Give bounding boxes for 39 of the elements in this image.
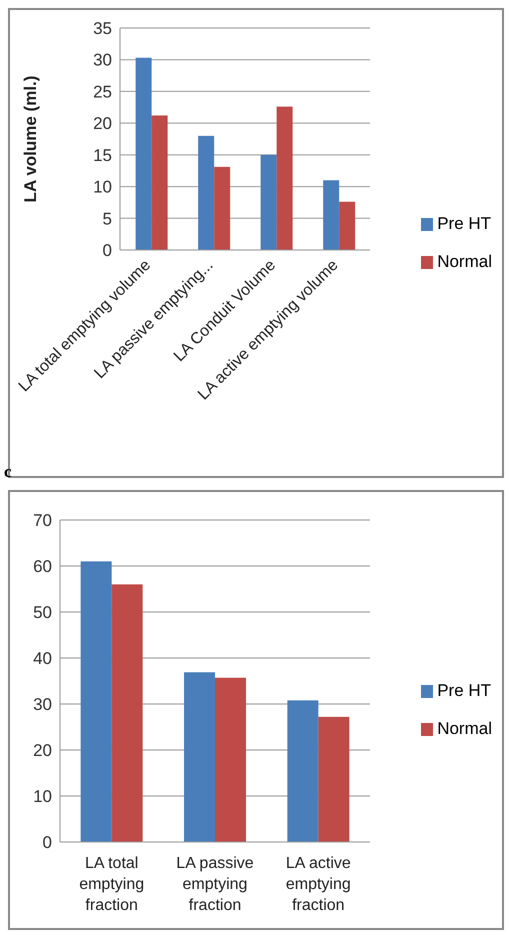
y-tick-label: 30: [93, 50, 112, 70]
y-tick-label: 10: [93, 178, 112, 197]
y-tick-label: 20: [33, 741, 52, 760]
bar: [260, 154, 277, 250]
y-tick-label: 50: [33, 603, 52, 622]
y-tick-label: 0: [102, 241, 112, 260]
y-tick-label: 5: [102, 209, 112, 228]
legend-label: Pre HT: [437, 214, 492, 234]
y-tick-label: 35: [93, 19, 112, 38]
bar: [339, 202, 356, 250]
y-axis-title: LA volume (ml.): [21, 76, 40, 202]
x-tick-label: LA active emptying fraction: [286, 855, 351, 914]
bar: [184, 672, 215, 842]
bar: [198, 136, 214, 250]
bar: [215, 678, 246, 842]
y-tick-label: 70: [33, 511, 52, 530]
y-tick-label: 30: [33, 695, 52, 714]
legend-label: Pre HT: [437, 681, 492, 701]
y-tick-label: 40: [33, 649, 52, 668]
y-tick-label: 0: [42, 833, 52, 852]
bar: [136, 58, 152, 250]
y-tick-label: 25: [93, 82, 112, 102]
bar: [287, 700, 318, 842]
bar: [276, 106, 293, 250]
bar: [112, 584, 143, 842]
bar: [318, 716, 350, 842]
x-tick-label: LA total emptying fraction: [79, 855, 144, 914]
y-tick-label: 15: [93, 146, 112, 165]
bar: [152, 116, 168, 250]
x-tick-label: LA passive emptying fraction: [176, 855, 254, 914]
legend-label: Normal: [437, 719, 492, 739]
y-tick-label: 20: [93, 114, 112, 134]
bar: [80, 561, 112, 842]
bar: [323, 180, 340, 250]
y-tick-label: 10: [33, 787, 52, 806]
bar: [214, 166, 230, 250]
legend-label: Normal: [437, 252, 492, 272]
text: c: [4, 462, 12, 482]
y-tick-label: 60: [33, 557, 52, 576]
